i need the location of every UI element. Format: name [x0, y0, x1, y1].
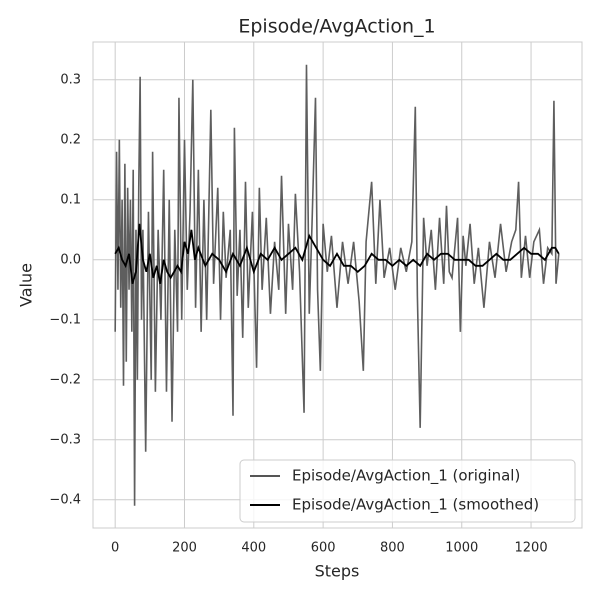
- x-tick-label: 600: [311, 541, 336, 556]
- x-tick-label: 0: [111, 541, 119, 556]
- x-axis-label: Steps: [315, 562, 360, 581]
- data-line: [114, 64, 560, 506]
- x-tick-label: 200: [172, 541, 197, 556]
- legend: Episode/AvgAction_1 (original) Episode/Av…: [239, 459, 576, 523]
- x-tick-label: 400: [241, 541, 266, 556]
- chart-title: Episode/AvgAction_1: [238, 16, 435, 38]
- y-tick-label: −0.4: [49, 492, 81, 507]
- y-tick-label: 0.1: [60, 192, 81, 207]
- y-tick-label: −0.2: [49, 372, 81, 387]
- data-line: [114, 223, 560, 285]
- plot-frame: [92, 41, 583, 529]
- y-tick-label: 0.2: [60, 132, 81, 147]
- y-tick-label: 0.0: [60, 252, 81, 267]
- legend-box: [239, 459, 576, 523]
- x-tick-label: 800: [380, 541, 405, 556]
- x-tick-label: 1000: [445, 541, 478, 556]
- y-tick-label: −0.3: [49, 432, 81, 447]
- legend-label: Episode/AvgAction_1 (smoothed): [292, 496, 539, 515]
- y-tick-label: −0.1: [49, 312, 81, 327]
- legend-label: Episode/AvgAction_1 (original): [292, 467, 520, 486]
- y-tick-label: 0.3: [60, 72, 81, 87]
- x-tick-label: 1200: [515, 541, 548, 556]
- y-axis-label: Value: [17, 263, 36, 307]
